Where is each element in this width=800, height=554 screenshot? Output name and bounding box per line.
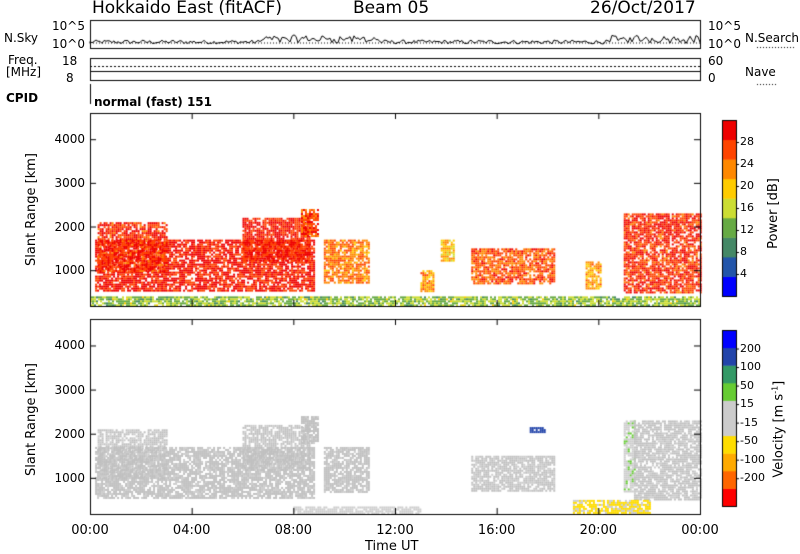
velocity-colorbar-tick: 100	[740, 360, 761, 374]
noise-sky-label: N.Sky	[4, 31, 39, 45]
date-title: 26/Oct/2017	[590, 0, 696, 18]
noise-right-tick-top: 10^5	[708, 19, 741, 33]
noise-search-label: N.Search	[745, 31, 800, 45]
velocity-colorbar-tick: -15	[740, 415, 758, 429]
velocity-colorbar-tick: -100	[740, 452, 765, 466]
nave-label: Nave	[745, 65, 776, 79]
velocity-y-tick-label: 3000	[54, 382, 85, 397]
nave-right-tick-top: 60	[708, 54, 724, 68]
power-colorbar-tick: 4	[740, 267, 747, 280]
noise-left-tick-bottom: 10^0	[52, 37, 85, 51]
x-tick-label: 16:00	[477, 523, 516, 538]
beam-title: Beam 05	[353, 0, 430, 18]
velocity-colorbar-label: Velocity [m s-1]	[770, 380, 787, 478]
velocity-y-tick-label: 4000	[54, 338, 85, 353]
x-tick-label: 12:00	[376, 523, 414, 538]
freq-label: Freq.	[8, 53, 38, 67]
power-colorbar-tick: 24	[740, 157, 754, 170]
x-tick-label: 04:00	[172, 523, 211, 538]
freq-unit-label: [MHz]	[6, 65, 42, 79]
x-tick-label: 08:00	[274, 523, 313, 538]
x-tick-label: 00:00	[681, 523, 719, 538]
cpid-label: CPID	[6, 91, 39, 105]
velocity-y-tick-label: 2000	[54, 426, 85, 441]
velocity-y-tick-label: 1000	[54, 470, 85, 485]
x-tick-label: 20:00	[579, 523, 618, 538]
nave-right-tick-bottom: 0	[708, 71, 716, 85]
velocity-colorbar-tick: -50	[740, 434, 758, 448]
power-colorbar-tick: 8	[740, 245, 747, 258]
power-colorbar-tick: 28	[740, 135, 754, 148]
power-colorbar-tick: 20	[740, 179, 754, 192]
cpid-value: normal (fast) 151	[94, 95, 212, 109]
velocity-colorbar-tick: 200	[740, 341, 761, 355]
power-colorbar-label: Power [dB]	[765, 178, 781, 249]
velocity-ylabel: Slant Range [km]	[23, 363, 39, 476]
power-ylabel: Slant Range [km]	[23, 153, 39, 266]
power-y-tick-label: 3000	[54, 175, 85, 190]
power-y-tick-label: 2000	[54, 219, 85, 234]
power-y-tick-label: 4000	[54, 132, 85, 147]
velocity-colorbar-tick: 50	[740, 378, 754, 392]
power-y-tick-label: 1000	[54, 263, 85, 278]
power-colorbar-tick: 12	[740, 223, 754, 236]
noise-left-tick-top: 10^5	[52, 19, 85, 33]
velocity-colorbar-tick: -200	[740, 471, 765, 485]
station-title: Hokkaido East (fitACF)	[92, 0, 283, 18]
freq-left-tick-top: 18	[62, 54, 78, 68]
x-tick-label: 00:00	[71, 523, 109, 538]
velocity-colorbar-tick: 15	[740, 397, 754, 411]
freq-left-tick-bottom: 8	[66, 71, 74, 85]
x-axis-label: Time UT	[365, 539, 419, 554]
power-colorbar-tick: 16	[740, 201, 754, 214]
noise-right-tick-bottom: 10^0	[708, 37, 741, 51]
